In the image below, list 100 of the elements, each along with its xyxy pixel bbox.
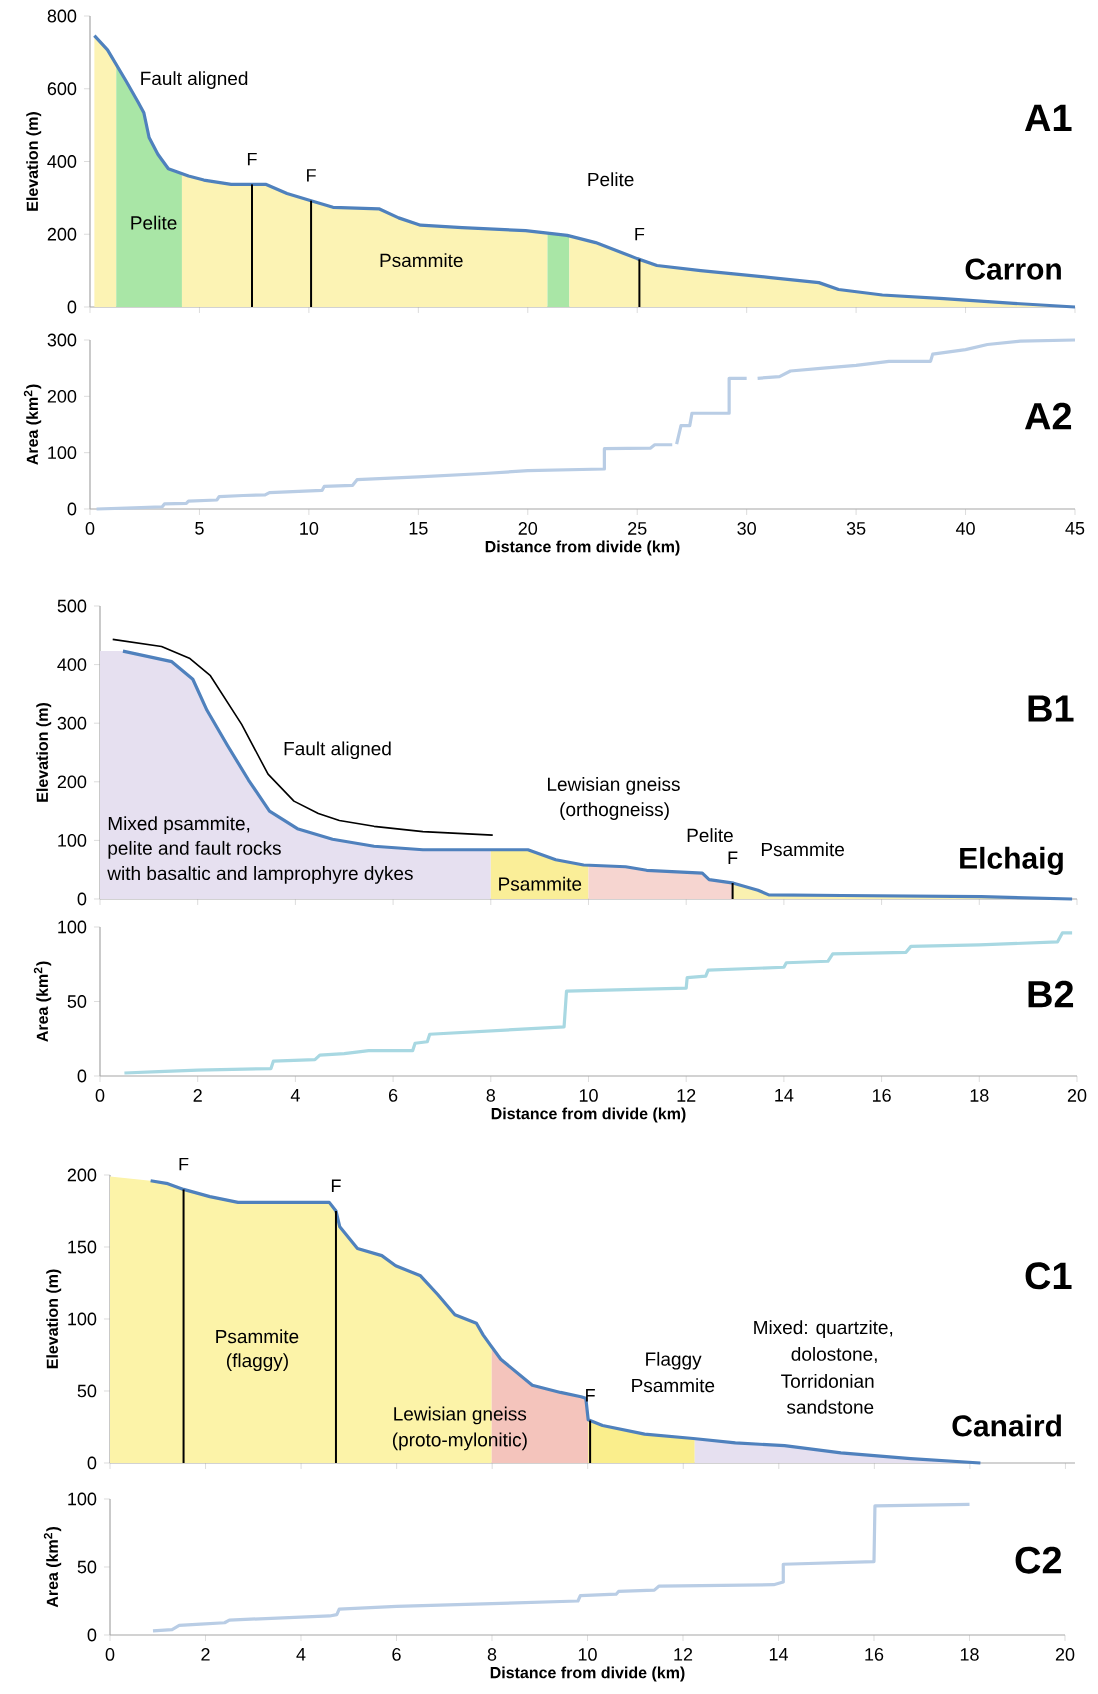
- y-tick-label: 200: [57, 775, 87, 789]
- y-axis-title: Elevation (m): [46, 1269, 62, 1369]
- y-tick-label: 0: [67, 502, 77, 516]
- x-tick-label: 6: [392, 1648, 401, 1661]
- annotation: Torridonian: [781, 1373, 874, 1388]
- y-axis-title: Area (km$^{2}$): [23, 384, 42, 465]
- annotation: Pelite: [131, 215, 177, 230]
- annotation: Lewisian gneiss: [394, 1406, 527, 1425]
- y-axis-title: Area (km$^{2}$): [43, 1527, 62, 1608]
- annotation: Mixed psammite,: [108, 816, 250, 835]
- x-tick-label: 12: [674, 1648, 693, 1661]
- ref-line-label: F: [247, 152, 257, 166]
- annotation: Pelite: [588, 172, 634, 187]
- y-tick-label: 100: [48, 446, 77, 460]
- ref-line-label: F: [635, 227, 645, 241]
- x-tick-label: 40: [955, 522, 975, 535]
- ref-line-label: F: [331, 1179, 341, 1192]
- y-tick-label: 400: [57, 658, 87, 671]
- line-series: [111, 638, 494, 836]
- annotation: Psammite: [761, 842, 845, 857]
- y-tick-label: 50: [67, 995, 87, 1008]
- annotation: Pelite: [687, 828, 733, 843]
- x-tick-label: 6: [389, 1089, 398, 1102]
- y-tick-label: 0: [67, 300, 77, 314]
- x-axis-title: Distance from divide (km): [485, 540, 680, 556]
- x-tick-label: 20: [1067, 1089, 1087, 1102]
- x-tick-label: 20: [518, 522, 538, 535]
- annotation: Psammite: [632, 1378, 715, 1393]
- y-tick-label: 300: [47, 333, 77, 347]
- annotation: Psammite: [380, 253, 463, 268]
- y-tick-label: 100: [58, 920, 87, 934]
- annotation: (orthogneiss): [560, 802, 669, 820]
- y-axis-title: Elevation (m): [36, 703, 52, 802]
- x-tick-label: 14: [775, 1089, 794, 1102]
- line-series: [122, 931, 1074, 1075]
- x-tick-label: 30: [737, 522, 756, 535]
- y-axis-title: Area (km$^{2}$): [33, 961, 52, 1042]
- y-tick-label: 0: [77, 892, 87, 906]
- ref-line-label: F: [728, 851, 738, 864]
- annotation: Canaird: [952, 1414, 1061, 1437]
- x-tick-label: 12: [677, 1089, 696, 1102]
- annotation: B2: [1028, 980, 1074, 1008]
- y-tick-label: 600: [47, 82, 77, 96]
- x-tick-label: 0: [105, 1648, 115, 1661]
- y-tick-label: 0: [87, 1456, 97, 1470]
- annotation: A2: [1024, 402, 1072, 430]
- x-tick-label: 8: [487, 1648, 497, 1661]
- y-tick-label: 0: [77, 1069, 87, 1083]
- line-series: [151, 1502, 972, 1633]
- x-tick-label: 10: [579, 1089, 598, 1102]
- ref-line-label: F: [307, 169, 316, 182]
- x-tick-label: 18: [970, 1089, 989, 1102]
- annotation: C1: [1025, 1262, 1072, 1290]
- annotation: Psammite: [499, 876, 582, 891]
- y-tick-label: 50: [77, 1384, 97, 1398]
- x-tick-label: 16: [865, 1648, 884, 1661]
- annotation: Mixed: quartzite,: [754, 1320, 893, 1338]
- x-tick-label: 16: [872, 1089, 891, 1102]
- y-tick-label: 150: [68, 1240, 97, 1254]
- x-tick-label: 25: [628, 522, 647, 535]
- x-axis-title: Distance from divide (km): [490, 1666, 685, 1682]
- annotation: A1: [1024, 104, 1072, 131]
- x-tick-label: 10: [300, 522, 319, 535]
- y-tick-label: 400: [47, 155, 77, 168]
- x-tick-label: 14: [769, 1648, 788, 1661]
- x-tick-label: 18: [960, 1648, 979, 1661]
- y-tick-label: 100: [68, 1312, 97, 1326]
- x-tick-label: 8: [486, 1089, 496, 1102]
- annotation: sandstone: [786, 1399, 874, 1414]
- annotation: Fault aligned: [141, 71, 248, 89]
- ref-line-label: F: [586, 1389, 595, 1402]
- y-tick-label: 200: [47, 227, 77, 241]
- annotation: Lewisian gneiss: [548, 777, 680, 795]
- annotation: C2: [1015, 1546, 1062, 1574]
- x-tick-label: 45: [1065, 522, 1085, 535]
- y-tick-label: 500: [57, 599, 87, 613]
- annotation: Psammite: [216, 1329, 299, 1344]
- x-tick-label: 4: [296, 1648, 306, 1661]
- x-tick-label: 2: [201, 1648, 210, 1661]
- x-tick-label: 2: [193, 1089, 202, 1102]
- annotation: B1: [1028, 695, 1074, 722]
- series-label: Fault aligned: [284, 741, 391, 760]
- annotation: (flaggy): [226, 1353, 288, 1372]
- annotation: Elchaig: [960, 846, 1063, 875]
- x-tick-label: 35: [846, 522, 866, 535]
- x-axis-title: Distance from divide (km): [491, 1107, 686, 1123]
- y-tick-label: 200: [47, 389, 77, 403]
- y-tick-label: 0: [87, 1628, 97, 1642]
- y-tick-label: 100: [58, 834, 87, 847]
- x-tick-label: 0: [95, 1089, 105, 1102]
- x-tick-label: 15: [409, 522, 428, 535]
- annotation: dolostone,: [791, 1346, 877, 1364]
- y-tick-label: 100: [68, 1492, 97, 1506]
- x-tick-label: 10: [578, 1648, 597, 1661]
- annotation: with basaltic and lamprophyre dykes: [107, 866, 413, 884]
- x-tick-label: 4: [290, 1089, 300, 1102]
- annotation: pelite and fault rocks: [108, 840, 281, 859]
- x-tick-label: 5: [195, 522, 204, 535]
- y-tick-label: 200: [67, 1168, 97, 1182]
- x-tick-label: 20: [1055, 1648, 1075, 1661]
